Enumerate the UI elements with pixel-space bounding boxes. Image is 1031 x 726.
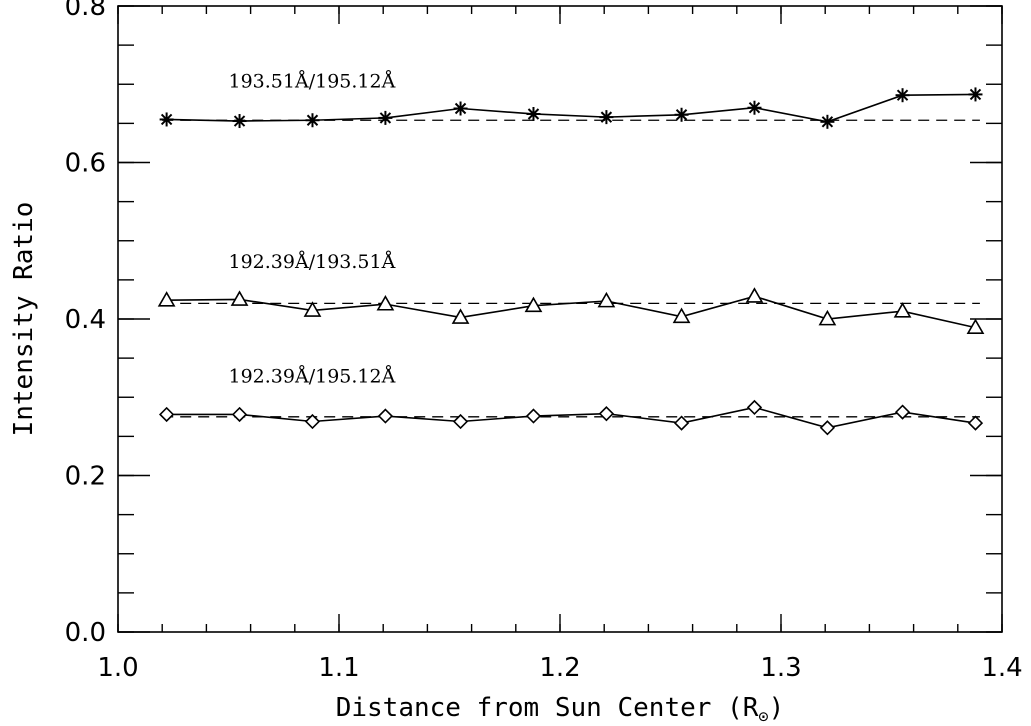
marker-stroke [675, 109, 688, 121]
asterisk-marker [453, 101, 468, 116]
marker-stroke [969, 88, 982, 101]
x-tick-label: 1.4 [981, 653, 1022, 683]
triangle-marker [524, 296, 543, 313]
x-tick-label: 1.3 [760, 653, 801, 683]
diamond-marker [673, 415, 690, 431]
triangle-marker [818, 309, 837, 326]
asterisk-marker [526, 106, 541, 121]
diamond-marker [231, 406, 248, 423]
marker-stroke [454, 102, 467, 115]
x-tick-label: 1.0 [97, 653, 138, 683]
diamond-marker [304, 413, 321, 430]
diamond-marker [377, 408, 394, 424]
marker-stroke [821, 116, 834, 128]
y-tick-label: 0.0 [65, 618, 106, 648]
marker-stroke [160, 113, 173, 126]
marker-stroke [748, 102, 761, 114]
triangle-marker [672, 307, 691, 324]
diamond-marker [894, 404, 911, 420]
minor-ticks [117, 5, 1003, 633]
asterisk-marker [968, 87, 983, 102]
marker-stroke [306, 114, 319, 126]
y-tick-label: 0.2 [65, 462, 106, 492]
marker-stroke [896, 89, 909, 101]
x-axis-title-main: Distance from Sun Center (R [336, 693, 759, 723]
y-tick-label: 0.6 [65, 149, 106, 179]
series-line [166, 93, 976, 123]
x-tick-label: 1.1 [318, 653, 359, 683]
asterisk-marker [674, 107, 689, 122]
diamond-marker [525, 408, 542, 424]
diamond-marker [819, 420, 836, 436]
y-tick-label: 0.4 [65, 305, 106, 335]
marker-stroke [600, 111, 613, 123]
asterisk-marker [747, 100, 762, 115]
plot-frame [117, 5, 1003, 633]
series-markers [157, 87, 985, 436]
diamond-marker [158, 406, 175, 423]
triangle-marker [597, 291, 616, 308]
asterisk-marker [232, 114, 247, 129]
diamond-marker [746, 399, 763, 416]
triangle-marker [376, 295, 395, 311]
triangle-marker [157, 291, 176, 307]
asterisk-marker [305, 113, 320, 128]
asterisk-marker [895, 88, 910, 103]
x-axis-title-sun-symbol: ⊙ [758, 707, 768, 726]
asterisk-marker [159, 112, 174, 127]
x-axis-title-close: ) [769, 693, 785, 723]
triangle-marker [893, 302, 912, 318]
series-label: 192.39Å/193.51Å [229, 251, 396, 273]
y-tick-label: 0.8 [65, 0, 106, 22]
series-label: 192.39Å/195.12Å [229, 365, 396, 387]
series-line [166, 406, 976, 429]
diamond-marker [967, 415, 984, 431]
triangle-marker [230, 290, 249, 306]
marker-stroke [379, 112, 392, 124]
x-axis-title: Distance from Sun Center (R⊙) [336, 693, 785, 726]
asterisk-marker [820, 114, 835, 129]
asterisk-marker [599, 110, 614, 125]
triangle-marker [745, 287, 764, 303]
marker-stroke [527, 108, 540, 120]
series-label: 193.51Å/195.12Å [229, 70, 396, 92]
series-line [166, 295, 976, 329]
asterisk-marker [378, 110, 393, 125]
triangle-marker [303, 301, 322, 317]
diamond-marker [598, 406, 615, 422]
tick-labels: 1.0 1.1 1.2 1.3 1.4 0.0 0.2 0.4 0.6 0.8 [65, 0, 1023, 683]
major-ticks [117, 5, 1003, 633]
series-lines [166, 93, 976, 429]
x-tick-label: 1.2 [539, 653, 580, 683]
series-labels: 193.51Å/195.12Å 192.39Å/193.51Å 192.39Å/19… [229, 70, 396, 387]
marker-stroke [233, 115, 246, 127]
diamond-marker [452, 413, 469, 430]
triangle-marker [966, 318, 985, 335]
y-axis-title: Intensity Ratio [9, 202, 39, 437]
triangle-marker [451, 308, 470, 324]
